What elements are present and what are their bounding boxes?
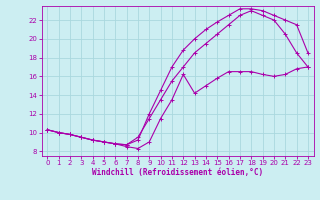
X-axis label: Windchill (Refroidissement éolien,°C): Windchill (Refroidissement éolien,°C) bbox=[92, 168, 263, 177]
